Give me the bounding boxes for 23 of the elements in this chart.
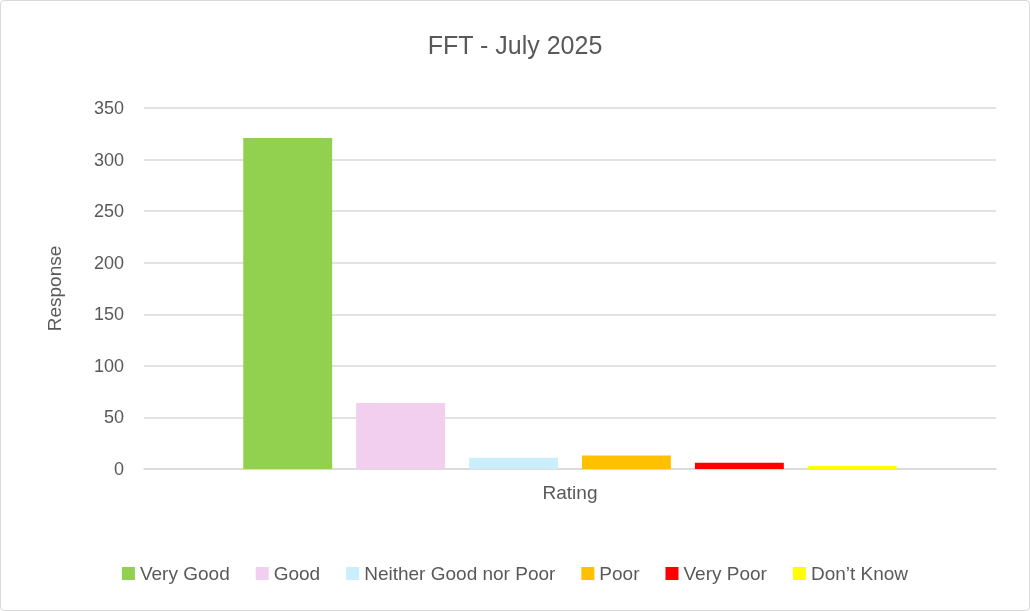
y-axis-title: Response (44, 245, 65, 332)
legend-label: Don’t Know (810, 563, 909, 584)
y-tick-label: 150 (93, 304, 124, 325)
legend-label: Poor (599, 563, 641, 584)
bar (356, 402, 446, 469)
legend-label: Very Good (139, 563, 230, 584)
x-axis-title: Rating (542, 482, 598, 503)
y-tick-label: 300 (93, 149, 124, 170)
y-tick-label: 0 (113, 459, 124, 479)
bar (694, 462, 784, 469)
legend-label: Very Poor (683, 563, 768, 584)
bar (807, 465, 897, 469)
bar (582, 455, 671, 469)
y-tick-label: 200 (93, 252, 124, 273)
bar (469, 457, 558, 469)
y-tick-label: 50 (103, 407, 124, 428)
legend-label: Neither Good nor Poor (364, 563, 557, 584)
legend-label: Good (273, 563, 321, 584)
y-tick-label: 100 (93, 355, 124, 376)
y-tick-label: 250 (93, 201, 124, 222)
bar (243, 137, 333, 469)
chart-title: FFT - July 2025 (427, 30, 603, 59)
y-tick-label: 350 (93, 98, 124, 118)
